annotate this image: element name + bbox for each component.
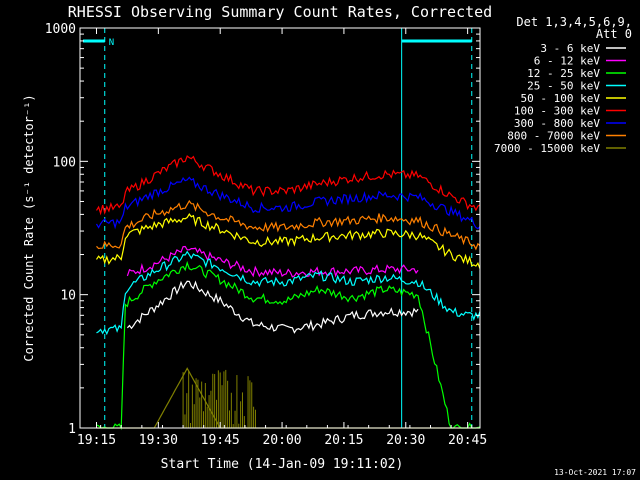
x-tick-label-4: 20:15 <box>324 433 363 448</box>
legend-label-2: 12 - 25 keV <box>527 67 600 80</box>
legend-label-3: 25 - 50 keV <box>527 80 600 93</box>
legend-label-0: 3 - 6 keV <box>540 42 600 55</box>
chart-title: RHESSI Observing Summary Count Rates, Co… <box>68 3 492 21</box>
y-tick-label-2: 100 <box>53 155 76 170</box>
x-tick-label-6: 20:45 <box>448 433 487 448</box>
x-tick-label-1: 19:30 <box>139 433 178 448</box>
series-line-0 <box>126 280 419 334</box>
series-line-1 <box>126 245 419 278</box>
footer-date: 13-Oct-2021 17:07 <box>554 468 636 477</box>
x-axis-label: Start Time (14-Jan-09 19:11:02) <box>161 457 404 472</box>
series-layer <box>95 155 481 431</box>
series-line-4 <box>95 213 481 269</box>
y-axis-label: Corrected Count Rate (s⁻¹ detector⁻¹) <box>22 94 36 361</box>
series-line-5 <box>95 155 481 216</box>
legend-label-7: 800 - 7000 keV <box>507 130 600 143</box>
series-line-7 <box>96 199 481 251</box>
y-tick-label-1: 10 <box>60 289 76 304</box>
flag-marker-label: N <box>109 38 114 48</box>
axes-layer: 19:15 19:30 19:45 20:00 20:15 20:30 20:45 1 10 10… <box>45 22 488 448</box>
x-tick-label-3: 20:00 <box>262 433 301 448</box>
x-tick-label-2: 19:45 <box>201 433 240 448</box>
plot-frame <box>79 27 481 429</box>
series-line-6 <box>95 176 481 230</box>
flag-bands: N <box>83 28 473 428</box>
legend-label-5: 100 - 300 keV <box>514 105 600 118</box>
y-tick-label-0: 1 <box>68 422 76 437</box>
x-tick-label-0: 19:15 <box>77 433 116 448</box>
y-tick-label-3: 1000 <box>45 22 76 37</box>
legend-label-8: 7000 - 15000 keV <box>494 142 600 155</box>
legend-label-6: 300 - 800 keV <box>514 117 600 130</box>
x-tick-label-5: 20:30 <box>386 433 425 448</box>
legend-header-line-1: Det 1,3,4,5,6,9, <box>516 15 632 29</box>
legend-header-line-2: Att 0 <box>596 27 632 41</box>
series-line-2 <box>96 260 481 431</box>
legend-label-1: 6 - 12 keV <box>534 55 601 68</box>
legend-label-4: 50 - 100 keV <box>521 92 601 105</box>
series-line-3 <box>96 250 481 336</box>
